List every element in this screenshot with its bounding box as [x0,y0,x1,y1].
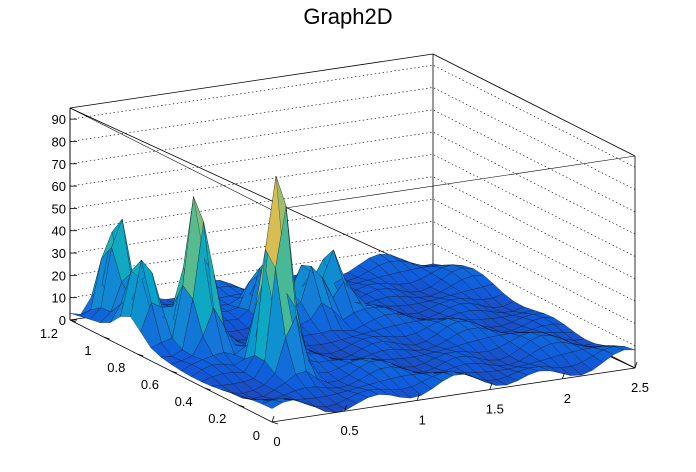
x-tick-mark [344,405,347,412]
y-tick-label: 1 [84,343,91,358]
z-tick-label: 70 [52,157,66,172]
y-tick-label: 0.4 [175,394,193,409]
z-gridline [69,154,636,257]
x-tick-mark [489,383,493,390]
x-tick-label: 2.5 [631,380,649,395]
surface-mesh [69,176,636,413]
y-tick-mark [238,404,245,408]
z-tick-label: 60 [52,179,66,194]
y-tick-label: 1.2 [40,326,58,341]
x-tick-label: 0.5 [341,423,359,438]
y-tick-mark [103,336,110,340]
frame-edge [69,53,434,109]
x-tick-mark [562,372,565,379]
frame-edge [69,107,273,211]
z-tick-label: 90 [52,112,66,127]
x-tick-label: 1 [419,412,426,427]
y-tick-label: 0.2 [208,411,226,426]
z-tick-label: 40 [52,224,66,239]
x-tick-mark [416,394,420,401]
x-tick-mark [271,415,275,423]
z-tick-label: 80 [52,134,66,149]
y-tick-label: 0 [253,428,260,443]
frame-edge [432,53,636,157]
z-tick-label: 0 [59,313,66,328]
axis-ticks: 00.511.522.500.20.40.60.811.201020304050… [40,108,649,449]
y-tick-mark [137,353,144,357]
z-gridline [69,64,636,168]
x-tick-label: 0 [273,434,280,449]
x-tick-mark [634,361,638,369]
y-tick-mark [271,421,279,425]
z-gridline [69,109,636,213]
y-tick-label: 0.8 [107,360,125,375]
y-tick-mark [204,387,211,391]
chart-title: Graph2D [303,4,393,29]
frame-edge [271,155,636,211]
y-tick-mark [170,370,178,374]
z-tick-label: 30 [52,246,66,261]
z-tick-label: 10 [52,291,66,306]
z-tick-label: 50 [52,201,66,216]
z-gridline [69,87,636,190]
x-axis-line [271,367,636,423]
y-tick-label: 0.6 [141,377,159,392]
x-tick-label: 1.5 [486,402,504,417]
z-gridline [69,176,636,279]
surface-facet [614,346,636,351]
x-tick-label: 2 [564,391,571,406]
z-tick-label: 20 [52,268,66,283]
